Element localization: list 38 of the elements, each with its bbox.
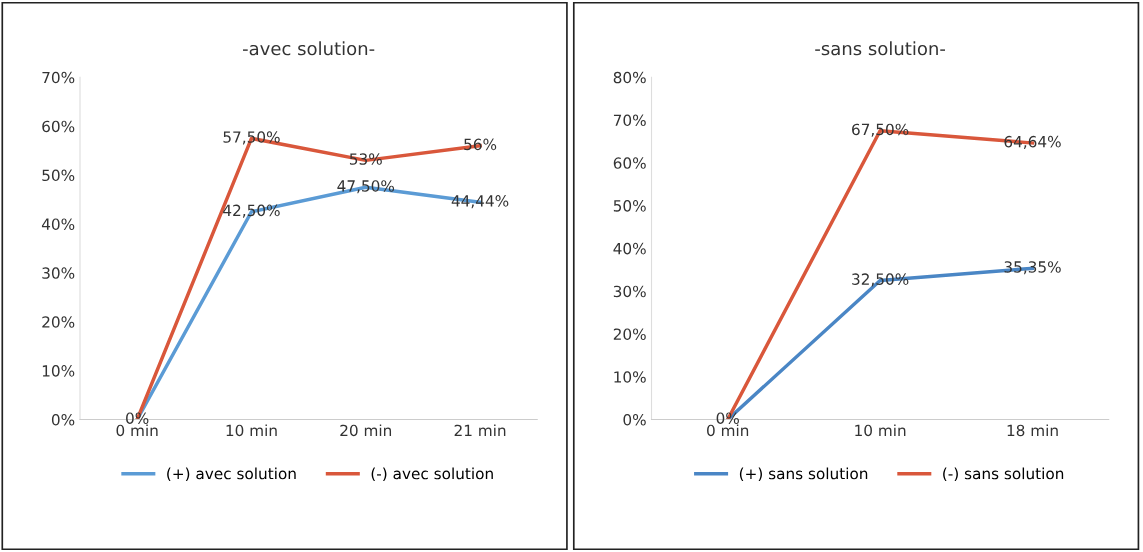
y-tick-label: 70% (613, 114, 646, 127)
chart-title: -avec solution- (242, 41, 375, 56)
data-label: 67,50% (852, 123, 909, 137)
x-tick-label: 0 min (116, 424, 158, 437)
y-tick-label: 60% (42, 120, 75, 133)
y-tick-label: 20% (613, 328, 646, 340)
data-label: 64,64% (1004, 135, 1061, 149)
x-tick-label: 0 min (707, 424, 749, 437)
legend-label: (-) sans solution (943, 467, 1064, 482)
y-tick-label: 10% (42, 365, 75, 377)
x-tick-label: 20 min (340, 424, 392, 437)
y-tick-label: 10% (614, 371, 646, 383)
y-tick-label: 0% (51, 413, 75, 426)
y-tick-label: 50% (613, 200, 646, 212)
legend-label: (+) sans solution (739, 467, 868, 482)
chart-title: -sans solution- (815, 41, 946, 56)
y-tick-label: 20% (42, 316, 75, 328)
data-label: 44,44% (451, 195, 509, 209)
y-tick-label: 70% (42, 71, 75, 84)
x-tick-label: 21 min (454, 424, 506, 436)
data-label: 0% (716, 412, 739, 424)
y-tick-label: 30% (613, 285, 646, 298)
y-tick-label: 0% (623, 413, 646, 426)
y-tick-label: 60% (613, 157, 646, 169)
y-tick-label: 50% (42, 169, 75, 182)
data-label: 57,50% (223, 131, 280, 145)
data-label: 35,35% (1004, 261, 1061, 275)
data-label: 0% (126, 412, 149, 424)
y-tick-label: 30% (42, 267, 75, 279)
legend-label: (-) avec solution (371, 467, 493, 482)
y-tick-label: 40% (41, 218, 75, 230)
x-tick-label: 10 min (226, 424, 277, 437)
x-tick-label: 10 min (855, 424, 906, 437)
x-tick-label: 18 min (1007, 424, 1058, 437)
y-tick-label: 40% (613, 242, 646, 255)
y-tick-label: 80% (613, 71, 646, 84)
data-label: 56% (464, 138, 497, 151)
legend-label: (+) avec solution (167, 467, 296, 482)
